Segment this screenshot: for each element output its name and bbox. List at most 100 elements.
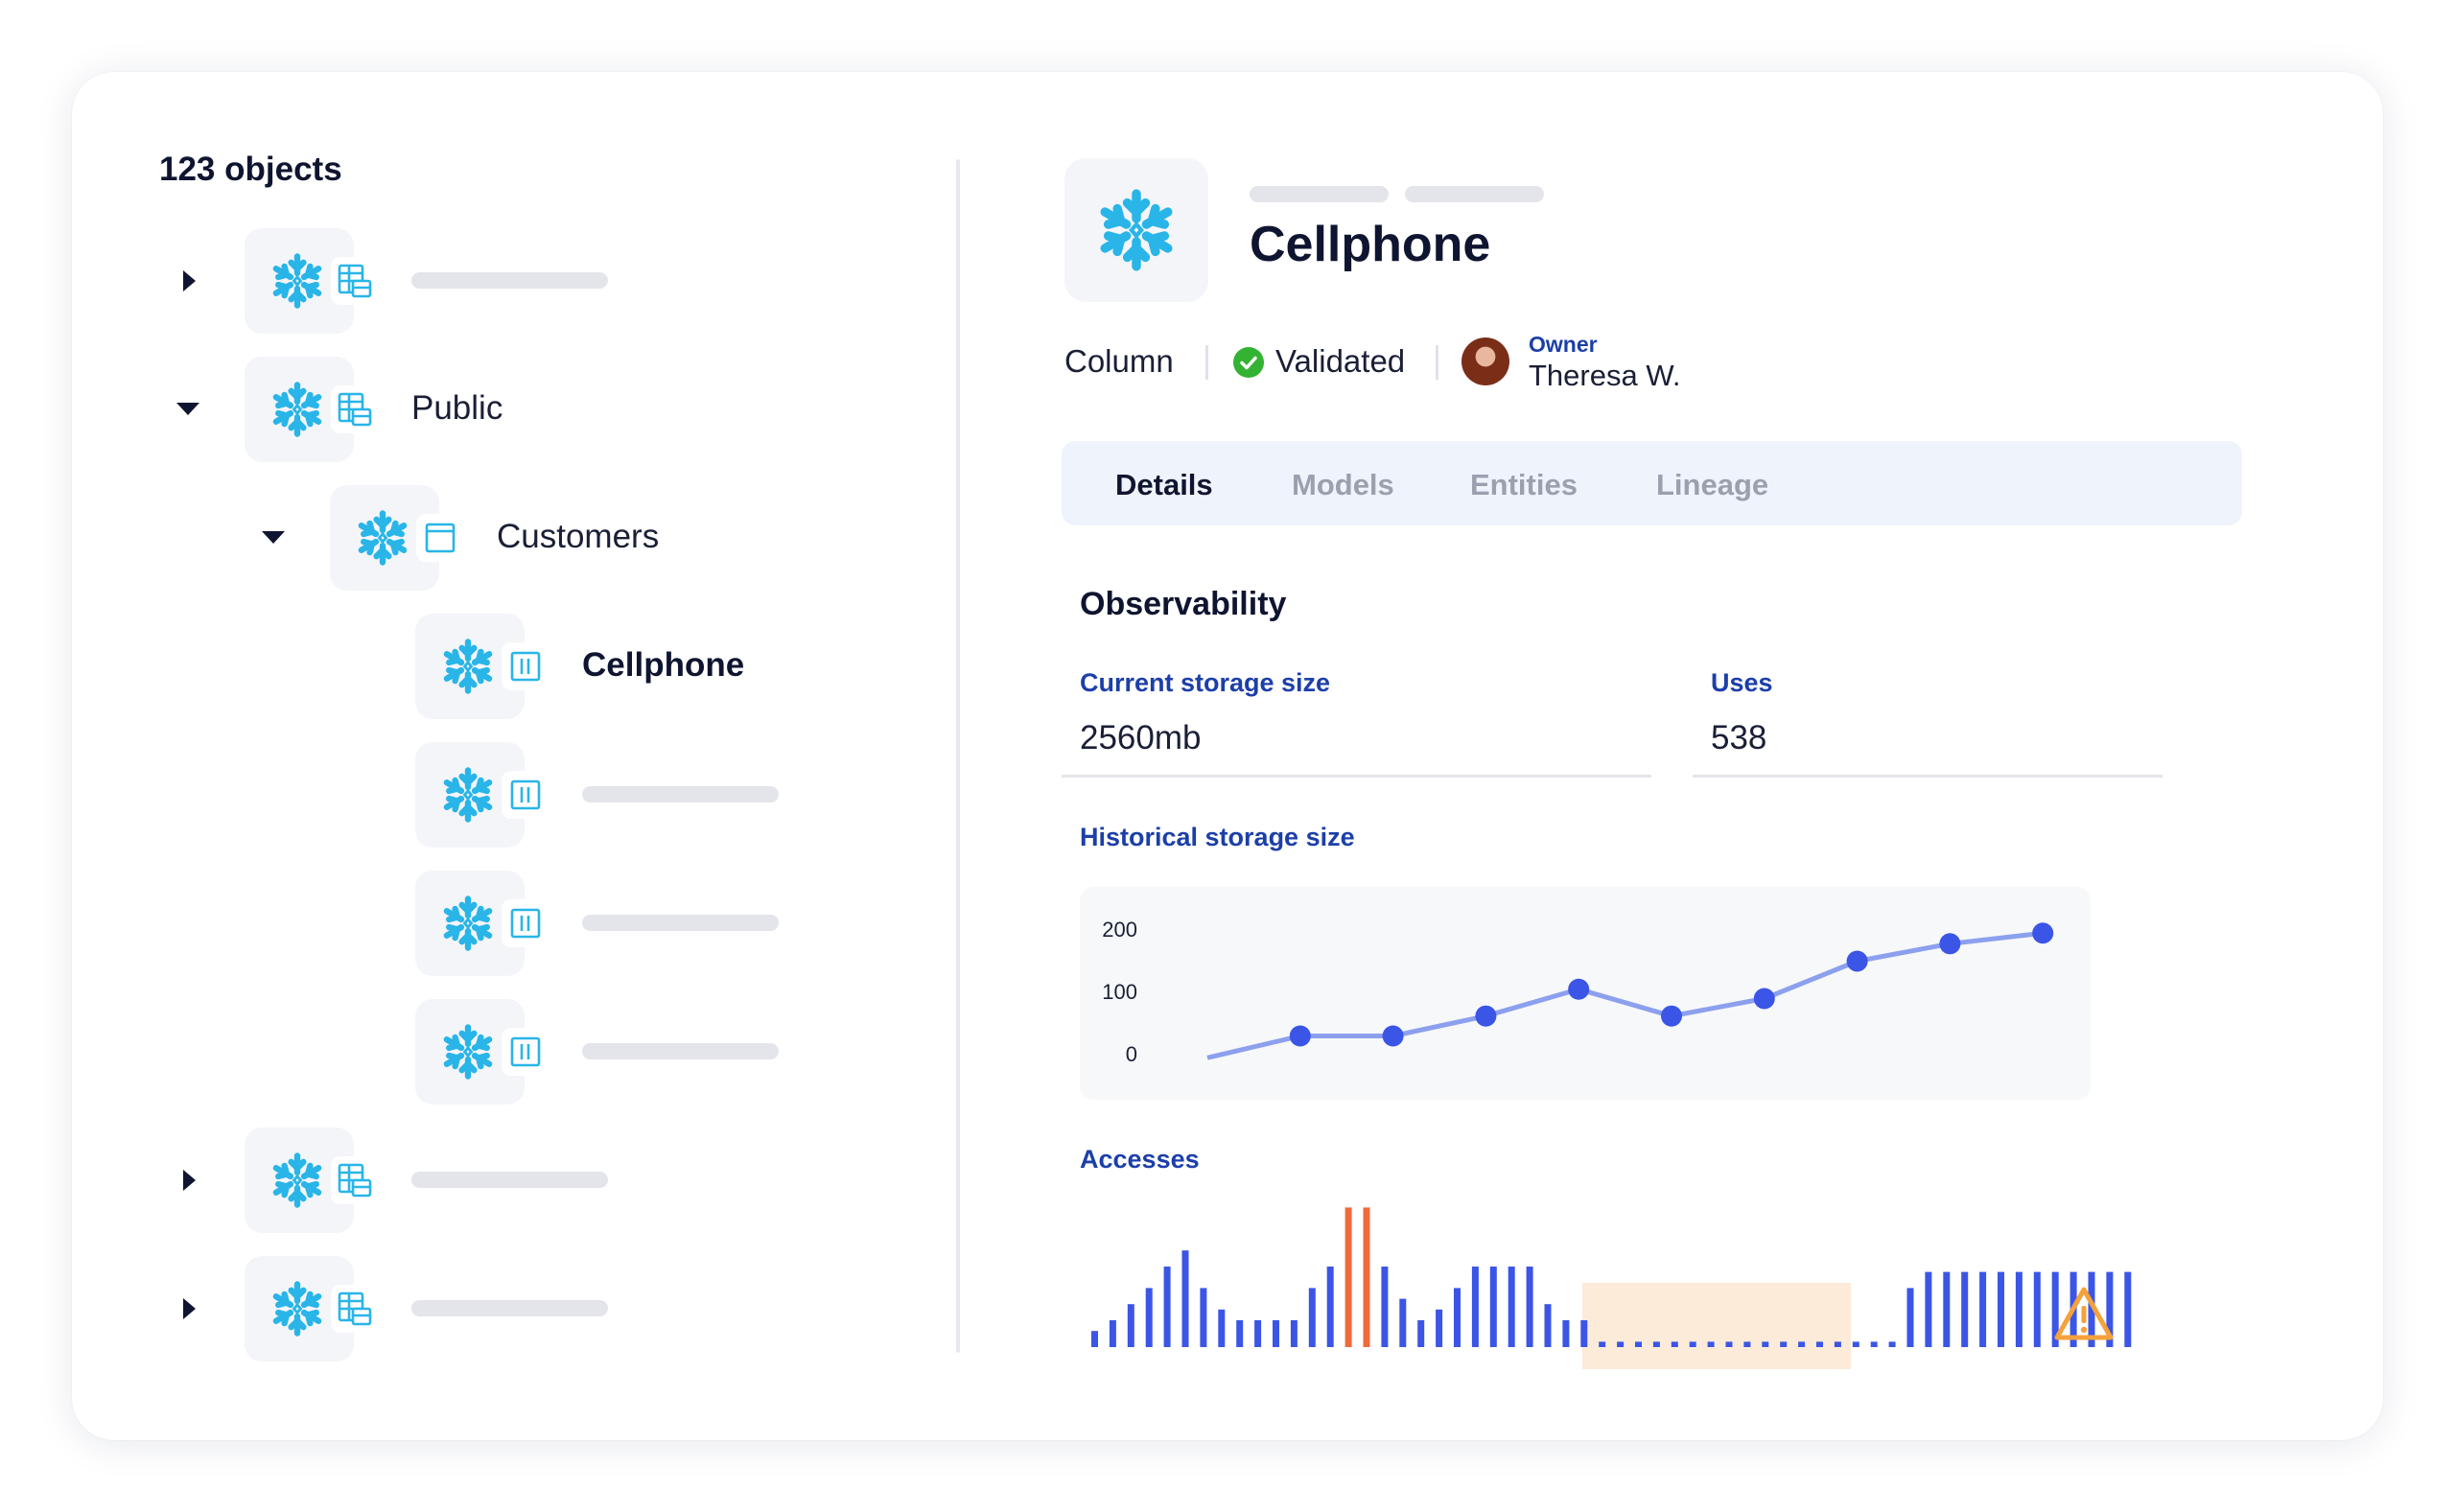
warning-icon[interactable] bbox=[2053, 1285, 2115, 1342]
access-bar bbox=[1562, 1320, 1570, 1347]
access-bar bbox=[1707, 1341, 1715, 1347]
access-bar bbox=[2088, 1271, 2095, 1347]
history-label: Historical storage size bbox=[1080, 823, 1355, 851]
view-icon bbox=[416, 514, 464, 562]
page-title: Cellphone bbox=[1250, 217, 1491, 272]
snowflake-icon bbox=[443, 896, 493, 951]
access-bar bbox=[1870, 1341, 1878, 1347]
access-bar bbox=[1888, 1341, 1896, 1347]
tree-item-placeholder bbox=[411, 1172, 608, 1188]
snowflake-logo-tile bbox=[1064, 158, 1208, 302]
tree-item-placeholder bbox=[582, 786, 779, 803]
status-badge: Validated bbox=[1275, 343, 1406, 379]
tree-item-tile[interactable] bbox=[245, 357, 379, 462]
tree-item-placeholder bbox=[411, 272, 608, 289]
access-bar bbox=[1163, 1267, 1171, 1347]
access-bar bbox=[1127, 1304, 1134, 1347]
table-icon bbox=[331, 1285, 379, 1333]
access-bar bbox=[1381, 1267, 1389, 1347]
tree-item-label[interactable]: Cellphone bbox=[582, 646, 745, 684]
access-bar bbox=[1834, 1341, 1841, 1347]
chevron-right-icon[interactable] bbox=[183, 1298, 196, 1319]
access-bar bbox=[1689, 1341, 1696, 1347]
access-bar bbox=[2033, 1271, 2041, 1347]
tree-item-tile[interactable] bbox=[415, 742, 549, 848]
snowflake-icon bbox=[272, 1281, 322, 1337]
data-point bbox=[2032, 922, 2054, 944]
access-bar bbox=[1471, 1267, 1479, 1347]
access-bar bbox=[1218, 1309, 1226, 1347]
uses-label: Uses bbox=[1711, 668, 1773, 697]
access-bar bbox=[2106, 1271, 2114, 1347]
tab-lineage[interactable]: Lineage bbox=[1656, 468, 1769, 501]
table-icon bbox=[331, 385, 379, 433]
tree-item-tile[interactable] bbox=[330, 485, 464, 591]
access-bar bbox=[1671, 1341, 1678, 1347]
chevron-right-icon[interactable] bbox=[183, 1170, 196, 1191]
tree-item-tile[interactable] bbox=[245, 1256, 379, 1361]
access-bar bbox=[1635, 1341, 1642, 1347]
access-bar bbox=[1816, 1341, 1823, 1347]
tab-models[interactable]: Models bbox=[1292, 468, 1394, 501]
y-tick-label: 100 bbox=[1102, 980, 1137, 1004]
access-bar bbox=[2124, 1271, 2132, 1347]
accesses-plot bbox=[1091, 1207, 2132, 1347]
access-bar bbox=[2051, 1271, 2059, 1347]
access-bar bbox=[1780, 1341, 1788, 1347]
tree-item-tile[interactable] bbox=[245, 228, 379, 334]
access-bar bbox=[1436, 1309, 1443, 1347]
meta-divider bbox=[1205, 345, 1208, 380]
access-bar bbox=[1326, 1267, 1334, 1347]
tab-entities[interactable]: Entities bbox=[1470, 468, 1578, 501]
access-bar bbox=[1399, 1298, 1407, 1347]
snowflake-icon bbox=[272, 1152, 322, 1208]
access-bar bbox=[1200, 1288, 1207, 1347]
owner-name[interactable]: Theresa W. bbox=[1529, 359, 1681, 392]
access-bar bbox=[2015, 1271, 2022, 1347]
access-bar bbox=[1489, 1267, 1497, 1347]
chevron-right-icon[interactable] bbox=[183, 270, 196, 291]
access-bar bbox=[1109, 1320, 1116, 1347]
access-bar bbox=[1417, 1320, 1425, 1347]
chevron-down-icon[interactable] bbox=[176, 403, 199, 415]
table-icon bbox=[331, 257, 379, 305]
data-point bbox=[1939, 933, 1961, 955]
section-title: Observability bbox=[1080, 586, 1287, 622]
chevron-down-icon[interactable] bbox=[262, 531, 285, 544]
data-point bbox=[1753, 988, 1775, 1010]
data-point bbox=[1846, 950, 1868, 972]
column-icon bbox=[502, 771, 549, 819]
history-chart: 200 100 0 bbox=[1080, 887, 2091, 1100]
y-tick-label: 0 bbox=[1125, 1042, 1137, 1066]
access-bar bbox=[1617, 1341, 1625, 1347]
breadcrumb-placeholder bbox=[1250, 186, 1389, 202]
access-bar bbox=[1145, 1288, 1153, 1347]
tree-item-label[interactable]: Public bbox=[411, 389, 503, 427]
access-bar bbox=[1906, 1288, 1914, 1347]
access-bar bbox=[1344, 1207, 1352, 1347]
access-bar bbox=[1091, 1331, 1098, 1347]
breadcrumb-placeholder bbox=[1405, 186, 1544, 202]
tab-bar: Details Models Entities Lineage bbox=[1062, 441, 2242, 525]
access-bar bbox=[1580, 1320, 1588, 1347]
tree-item-tile[interactable] bbox=[415, 999, 549, 1105]
tree-item-tile[interactable] bbox=[415, 614, 549, 719]
tree-item-label[interactable]: Customers bbox=[497, 518, 660, 555]
accesses-label: Accesses bbox=[1080, 1145, 1200, 1174]
access-bar bbox=[1652, 1341, 1660, 1347]
object-type: Column bbox=[1064, 343, 1174, 379]
y-tick-label: 200 bbox=[1102, 918, 1137, 942]
tree-item-tile[interactable] bbox=[245, 1128, 379, 1233]
access-bar bbox=[1508, 1267, 1515, 1347]
avatar[interactable] bbox=[1461, 337, 1509, 385]
access-bar bbox=[1254, 1320, 1262, 1347]
tree-item-tile[interactable] bbox=[415, 871, 549, 976]
history-plot bbox=[1206, 922, 2054, 1060]
tab-details[interactable]: Details bbox=[1115, 468, 1213, 501]
access-bar bbox=[1236, 1320, 1244, 1347]
access-bar bbox=[1290, 1320, 1298, 1347]
access-bar bbox=[1526, 1267, 1533, 1347]
series-line bbox=[1206, 930, 2044, 1060]
data-point bbox=[1568, 978, 1590, 1000]
tree-item-placeholder bbox=[582, 915, 779, 931]
